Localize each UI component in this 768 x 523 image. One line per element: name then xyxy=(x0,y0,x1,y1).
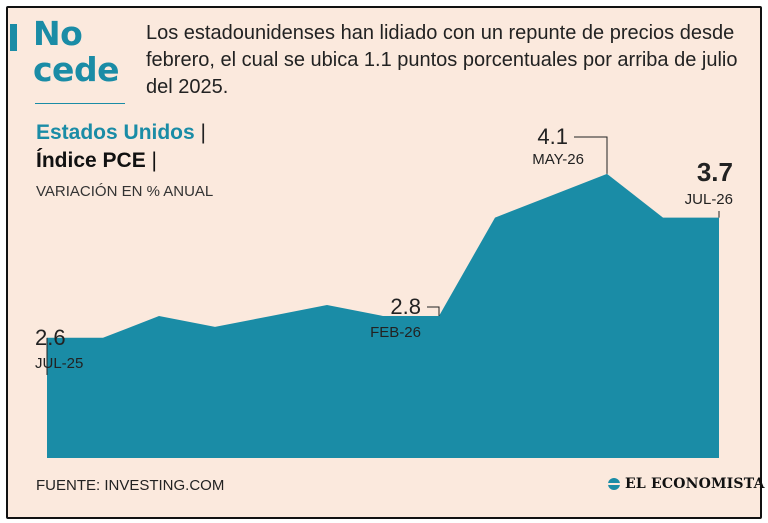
headline: No cede xyxy=(33,16,133,88)
data-label-leader xyxy=(574,136,608,174)
source-note: FUENTE: INVESTING.COM xyxy=(36,477,225,494)
title-separator: | xyxy=(151,149,158,172)
area-series xyxy=(47,173,719,458)
headline-line-1: No xyxy=(33,14,83,53)
headline-accent-bar xyxy=(10,24,17,51)
data-label-value: 4.1 xyxy=(537,124,568,149)
data-label-value: 2.8 xyxy=(390,294,421,319)
brand-name: EL ECONOMISTA xyxy=(625,476,765,492)
kicker-separator: | xyxy=(200,121,207,144)
chart-subtitle: VARIACIÓN EN % ANUAL xyxy=(36,183,214,200)
headline-rule xyxy=(35,103,125,104)
chart-kicker: Estados Unidos | xyxy=(36,121,206,145)
chart-kicker-text: Estados Unidos xyxy=(36,121,195,144)
data-label-date: MAY-26 xyxy=(532,151,584,168)
data-label-date: JUL-25 xyxy=(35,355,83,372)
chart-title-text: Índice PCE xyxy=(36,149,146,172)
data-label-value: 2.6 xyxy=(35,325,66,350)
data-label-value: 3.7 xyxy=(697,157,733,187)
chart-title: Índice PCE | xyxy=(36,149,157,173)
intro-text: Los estadounidenses han lidiado con un r… xyxy=(146,22,738,98)
data-label-date: JUL-26 xyxy=(685,191,733,208)
data-label-date: FEB-26 xyxy=(370,324,421,341)
data-label-leader xyxy=(427,306,440,316)
brand-logo: EL ECONOMISTA xyxy=(608,476,765,492)
headline-line-2: cede xyxy=(33,50,119,89)
brand-globe-icon xyxy=(608,478,620,490)
